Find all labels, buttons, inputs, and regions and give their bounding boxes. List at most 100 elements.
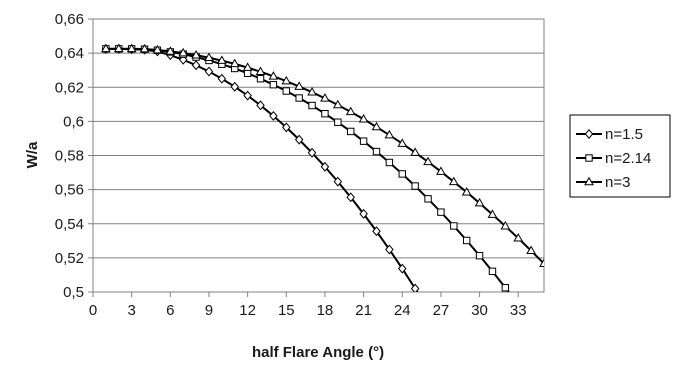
- data-point: [423, 156, 433, 166]
- data-point: [165, 46, 176, 55]
- data-point: [500, 220, 511, 230]
- data-point: [320, 93, 330, 102]
- y-tick-label: 0,64: [55, 45, 84, 62]
- data-point: [397, 138, 408, 147]
- y-tick-label: 0,58: [55, 148, 84, 165]
- data-point: [501, 284, 510, 292]
- y-tick-label: 0,54: [55, 216, 84, 233]
- data-point: [487, 209, 498, 218]
- data-point: [437, 327, 444, 335]
- data-point: [513, 233, 524, 242]
- data-point: [191, 49, 201, 59]
- data-point: [113, 43, 124, 53]
- data-point: [410, 147, 421, 156]
- x-tick-label: 6: [166, 302, 174, 319]
- data-point: [411, 182, 419, 190]
- data-point: [308, 101, 316, 110]
- y-tick-label: 0,66: [55, 11, 84, 28]
- data-point: [256, 100, 265, 111]
- axis-ticks: 0,5 0,52 0,54 0,56 0,58 0,6 0,62 0,64 0,66 0 3 6 9 12…: [55, 11, 527, 319]
- data-point: [359, 208, 368, 219]
- data-point: [372, 226, 381, 237]
- data-point: [152, 44, 163, 54]
- data-point: [230, 81, 240, 92]
- data-point: [243, 69, 252, 77]
- y-tick-label: 0,5: [63, 284, 84, 301]
- x-tick-label: 27: [433, 302, 450, 319]
- x-tick-label: 24: [394, 302, 411, 319]
- data-point: [358, 113, 369, 123]
- x-tick-label: 15: [278, 302, 295, 319]
- data-point: [269, 110, 278, 121]
- x-tick-label: 9: [205, 302, 213, 319]
- data-point: [384, 129, 395, 139]
- series-line: [105, 47, 510, 292]
- data-point: [526, 245, 536, 255]
- data-point: [307, 147, 317, 158]
- data-point: [585, 154, 593, 162]
- data-point: [346, 192, 355, 203]
- data-point: [424, 195, 432, 203]
- series-lines: [101, 43, 544, 335]
- series-line: [105, 47, 544, 265]
- data-point: [539, 258, 544, 267]
- data-point: [410, 283, 420, 292]
- data-point: [437, 208, 445, 216]
- legend-label: n=1.5: [605, 126, 643, 143]
- legend-label: n=2.14: [605, 150, 651, 167]
- data-point: [584, 176, 594, 186]
- series-n-3: [101, 43, 544, 267]
- data-point: [282, 87, 290, 95]
- data-point: [269, 80, 278, 89]
- data-point: [450, 222, 458, 230]
- legend-item: n=2.14: [576, 150, 651, 167]
- data-point: [424, 305, 431, 313]
- data-point: [345, 106, 356, 116]
- x-tick-label: 30: [471, 302, 488, 319]
- data-point: [229, 58, 240, 68]
- x-tick-label: 3: [127, 302, 135, 319]
- data-point: [178, 47, 189, 57]
- y-axis-title: W/a: [24, 141, 41, 168]
- data-point: [359, 137, 368, 145]
- data-point: [126, 43, 137, 53]
- data-point: [462, 236, 471, 245]
- y-tick-label: 0,52: [55, 250, 84, 267]
- data-point: [307, 86, 317, 96]
- x-tick-label: 18: [317, 302, 334, 319]
- data-point: [347, 127, 355, 136]
- data-point: [321, 109, 329, 118]
- x-tick-label: 21: [355, 302, 372, 319]
- data-point: [282, 122, 291, 133]
- data-point: [256, 75, 265, 83]
- data-point: [371, 121, 382, 131]
- data-point: [385, 158, 394, 167]
- y-tick-label: 0,62: [55, 79, 84, 96]
- data-point: [398, 170, 406, 178]
- data-point: [385, 244, 394, 255]
- data-point: [295, 94, 303, 102]
- data-point: [436, 166, 446, 175]
- data-point: [528, 319, 534, 325]
- y-tick-label: 0,6: [63, 113, 84, 130]
- data-point: [204, 52, 214, 62]
- data-point: [475, 251, 484, 260]
- data-point: [397, 263, 407, 274]
- data-point: [191, 60, 201, 71]
- data-point: [294, 134, 304, 145]
- data-point: [474, 197, 485, 207]
- legend-label: n=3: [605, 174, 630, 191]
- data-point: [255, 66, 266, 76]
- data-point: [294, 81, 305, 90]
- data-point: [243, 90, 252, 101]
- data-point: [488, 267, 497, 276]
- x-tick-label: 0: [89, 302, 97, 319]
- data-point: [461, 186, 472, 196]
- data-point: [139, 43, 150, 53]
- x-tick-label: 33: [510, 302, 527, 319]
- data-point: [372, 147, 381, 156]
- legend-item: n=1.5: [576, 126, 643, 143]
- data-point: [333, 176, 343, 187]
- data-point: [242, 62, 253, 71]
